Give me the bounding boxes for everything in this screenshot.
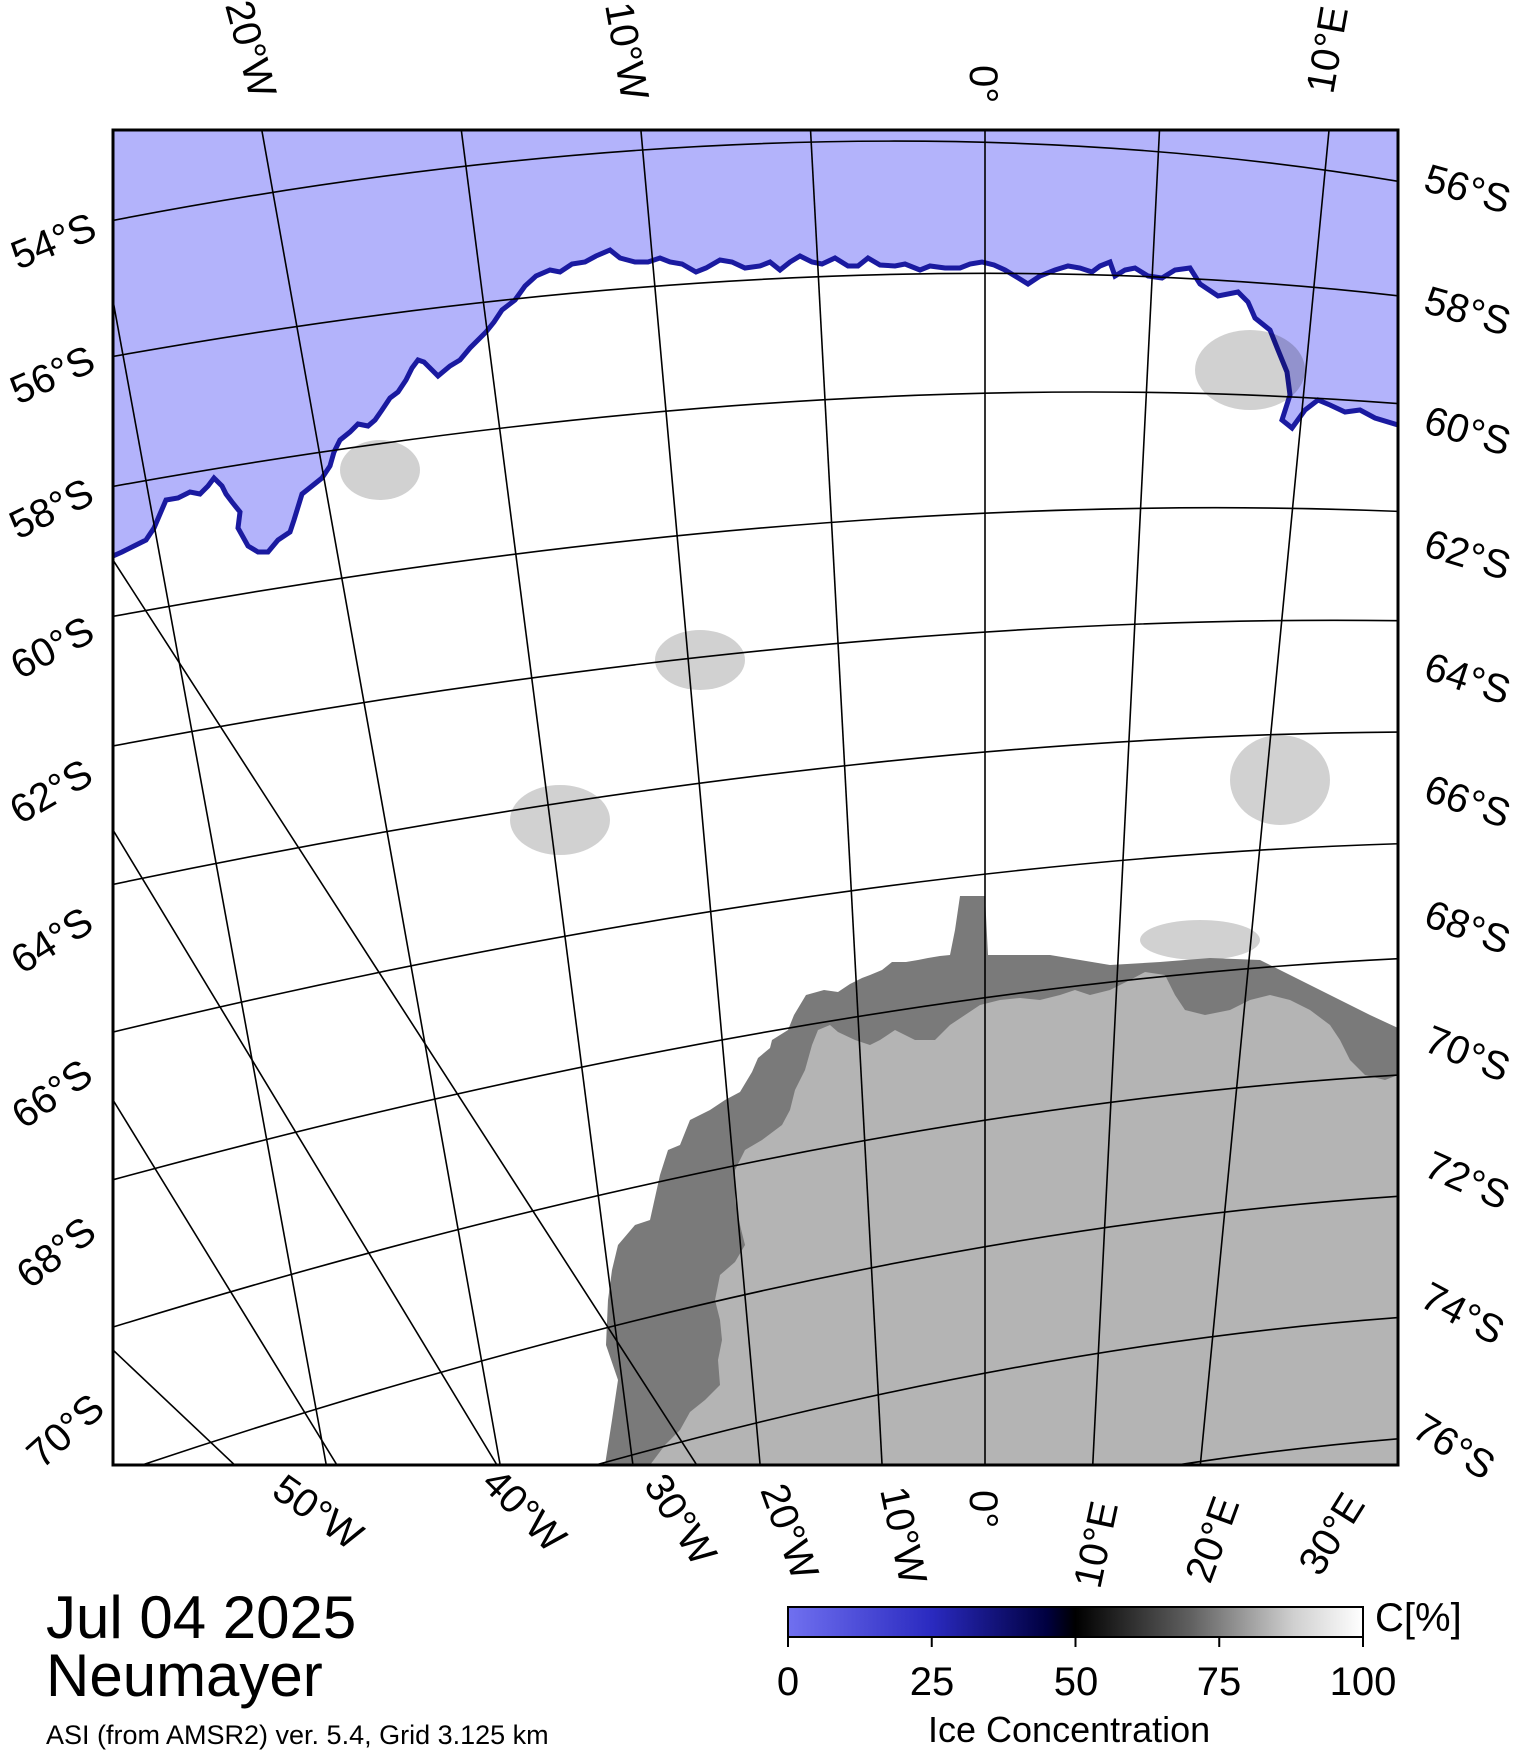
latitude-lines	[113, 140, 1398, 1465]
colorbar-tick-label: 25	[909, 1660, 955, 1704]
colorbar	[787, 1606, 1364, 1638]
right-lat-label: 56°S	[1420, 156, 1516, 222]
bottom-lon-label: 40°W	[474, 1460, 575, 1561]
right-lat-label: 64°S	[1419, 645, 1516, 714]
marginal-ice-zone	[340, 330, 1330, 960]
colorbar-ticks	[787, 1637, 1364, 1647]
bottom-lon-label: 10°W	[871, 1483, 935, 1588]
map-date: Jul 04 2025	[46, 1584, 357, 1651]
source-note: ASI (from AMSR2) ver. 5.4, Grid 3.125 km	[46, 1720, 549, 1750]
top-lon-label: 20°W	[216, 0, 284, 102]
left-lat-label: 56°S	[4, 338, 102, 414]
open-water-region	[113, 130, 1398, 556]
right-lat-label: 76°S	[1405, 1405, 1502, 1489]
left-lat-label: 68°S	[8, 1209, 104, 1297]
right-lat-label: 72°S	[1418, 1143, 1516, 1219]
left-latitude-labels: 54°S 56°S 58°S 60°S 62°S 64°S 66°S 68°S …	[3, 205, 113, 1477]
antarctic-land	[650, 972, 1398, 1465]
bottom-lon-label: 20°E	[1177, 1491, 1248, 1588]
map-frame	[111, 128, 1400, 1467]
left-lat-label: 64°S	[3, 899, 100, 983]
bottom-longitude-labels: 50°W 40°W 30°W 20°W 10°W 0° 10°E 20°E 30…	[265, 1460, 1374, 1592]
right-lat-label: 66°S	[1419, 767, 1516, 837]
bottom-lon-label: 0°	[961, 1490, 1005, 1528]
bottom-lon-label: 50°W	[265, 1466, 371, 1559]
colorbar-tick-label: 75	[1196, 1660, 1242, 1704]
right-lat-label: 60°S	[1420, 398, 1516, 464]
top-lon-label: 10°W	[596, 0, 656, 104]
colorbar-tick-label: 0	[776, 1660, 800, 1704]
right-lat-label: 68°S	[1419, 892, 1516, 963]
bottom-lon-label: 30°E	[1290, 1486, 1374, 1583]
top-lon-label: 10°E	[1299, 3, 1357, 96]
colorbar-unit-label: C[%]	[1375, 1596, 1462, 1640]
bottom-lon-label: 30°W	[635, 1466, 725, 1573]
station-name: Neumayer	[46, 1642, 323, 1709]
top-lon-label: 0°	[961, 65, 1005, 103]
left-lat-label: 66°S	[4, 1051, 101, 1137]
longitude-lines	[113, 130, 1330, 1465]
colorbar-title: Ice Concentration	[928, 1709, 1211, 1750]
left-lat-label: 62°S	[3, 751, 100, 833]
bottom-lon-label: 20°W	[752, 1478, 827, 1586]
right-lat-label: 70°S	[1419, 1018, 1516, 1091]
left-lat-label: 54°S	[5, 205, 102, 278]
right-latitude-labels: 56°S 58°S 60°S 62°S 64°S 66°S 68°S 70°S …	[1405, 156, 1516, 1488]
bottom-lon-label: 10°E	[1066, 1497, 1127, 1591]
top-longitude-labels: 20°W 10°W 0° 10°E	[216, 0, 1357, 104]
right-lat-label: 58°S	[1420, 278, 1516, 344]
colorbar-tick-label: 50	[1053, 1660, 1099, 1704]
left-lat-label: 58°S	[3, 470, 101, 548]
right-lat-label: 62°S	[1419, 522, 1515, 590]
right-lat-label: 74°S	[1414, 1274, 1512, 1354]
colorbar-tick-label: 100	[1329, 1660, 1397, 1704]
left-lat-label: 60°S	[4, 608, 102, 688]
left-lat-label: 70°S	[19, 1386, 113, 1477]
